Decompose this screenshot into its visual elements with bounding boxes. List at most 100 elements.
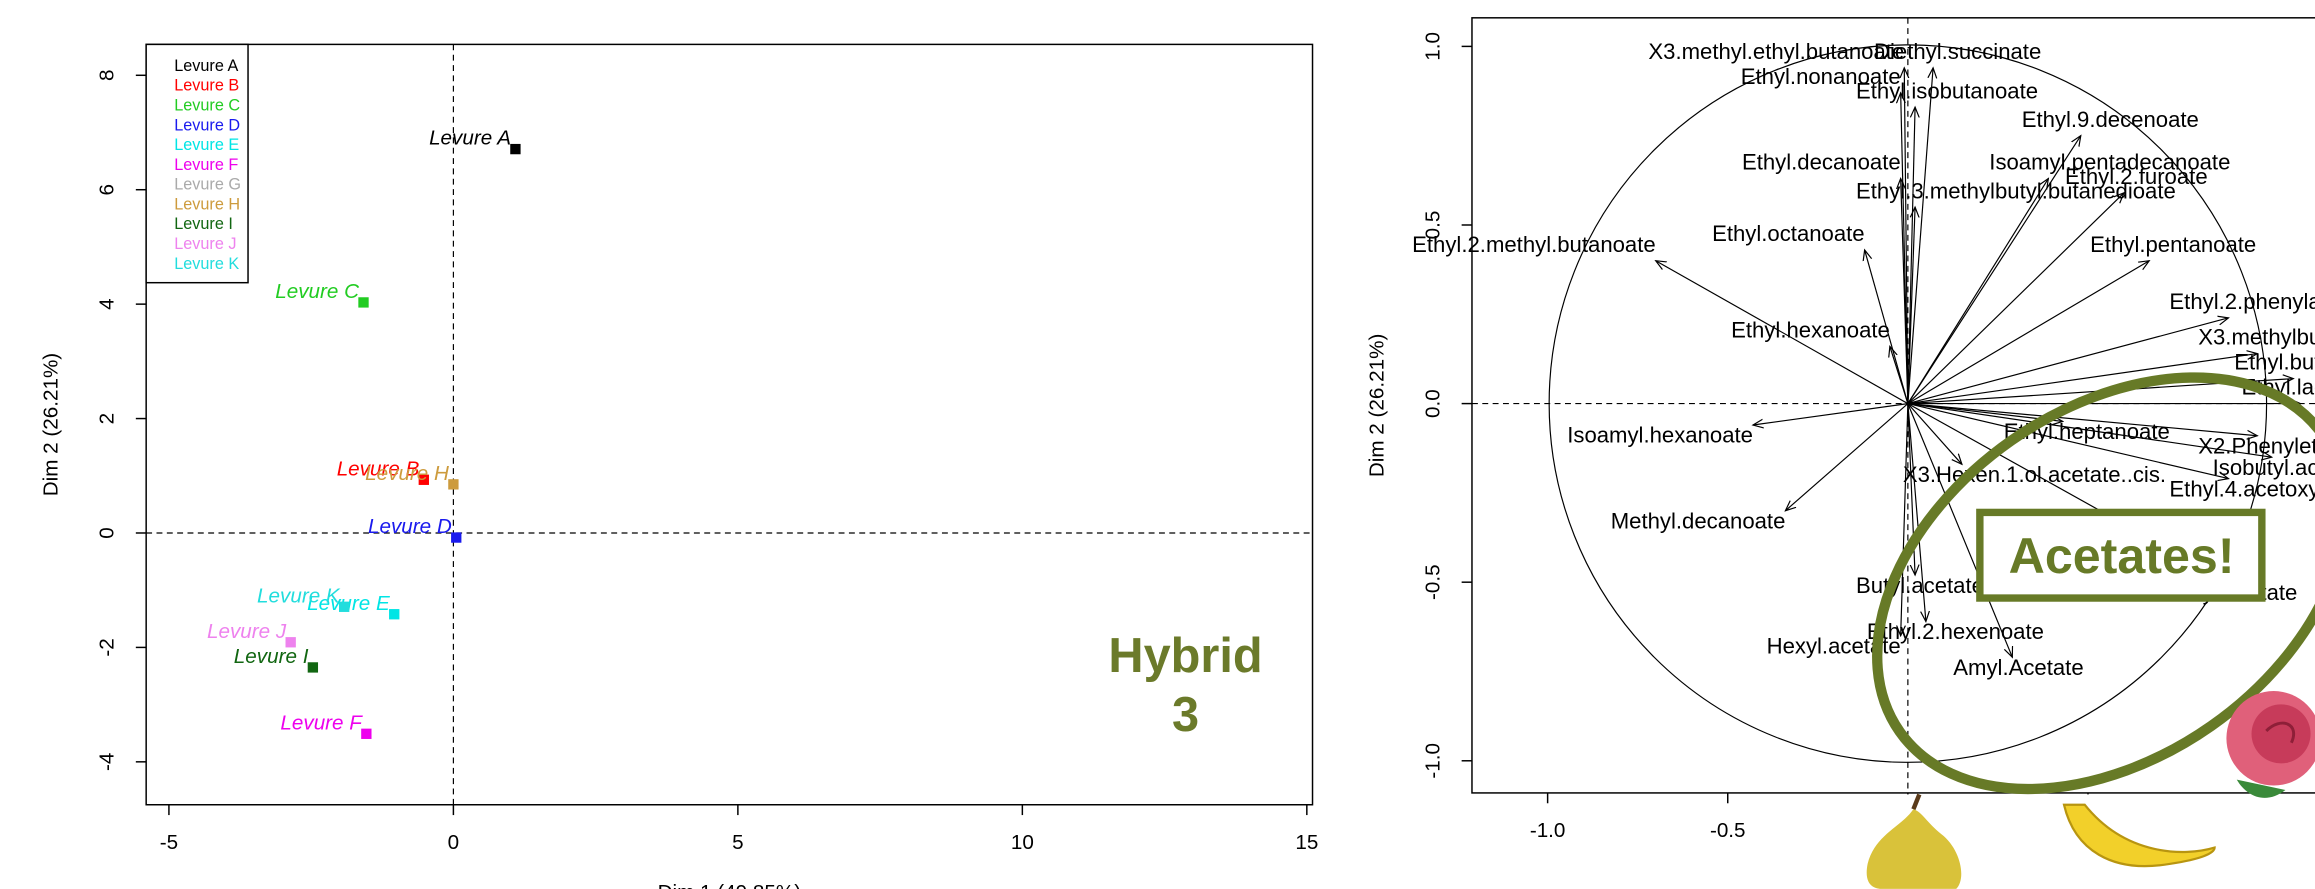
x-tick-label: -1.0 — [1530, 819, 1566, 842]
legend-label: Levure I — [174, 215, 233, 233]
legend-label: Levure J — [174, 235, 236, 253]
y-tick-label: -2 — [96, 638, 119, 656]
variable-arrow — [1907, 354, 2257, 405]
variable-label: Ethyl.octanoate — [1712, 221, 1865, 246]
point-label: Levure K — [257, 584, 341, 607]
variable-label: Ethyl.2.furoate — [2065, 164, 2208, 189]
legend-label: Levure B — [174, 77, 239, 95]
variable-label: Ethyl.pentanoate — [2090, 232, 2256, 257]
pear-image — [1866, 793, 1962, 889]
y-tick-label: 2 — [96, 413, 119, 424]
y-tick-label: 8 — [96, 70, 119, 82]
y-tick-label: -1.0 — [1421, 743, 1444, 779]
legend-label: Levure F — [174, 156, 238, 174]
variable-arrow — [1907, 179, 2048, 404]
legend-label: Levure C — [174, 97, 240, 115]
legend-label: Levure K — [174, 255, 239, 273]
legend-label: Levure G — [174, 176, 241, 194]
point — [448, 479, 459, 490]
point — [338, 601, 350, 612]
variable-arrow — [1656, 261, 1909, 405]
variable-label: Ethyl.nonanoate — [1741, 64, 1901, 89]
variable-arrow — [1901, 403, 1909, 636]
y-tick-label: 0 — [96, 527, 119, 538]
point — [451, 532, 462, 543]
point — [358, 297, 369, 308]
variable-arrow — [1785, 403, 1909, 511]
variable-label: Ethyl.decanoate — [1742, 150, 1901, 175]
variable-arrow — [1907, 318, 2229, 405]
highlight-ellipse — [1872, 372, 2315, 795]
x-tick-label: 5 — [732, 831, 744, 854]
y-axis-label: Dim 2 (26.21%) — [40, 353, 63, 496]
variable-arrow — [1907, 403, 1926, 622]
variable-label: Ethyl.9.decenoate — [2022, 107, 2199, 132]
x-tick-label: -5 — [160, 831, 178, 854]
y-tick-label: 6 — [96, 184, 119, 196]
variable-label: Ethyl.4.acetoxybutanoate — [2169, 476, 2315, 501]
variable-arrow — [1907, 68, 1933, 404]
variable-arrow — [1907, 403, 2229, 479]
point — [418, 474, 429, 485]
x-tick-label: -0.5 — [1710, 819, 1746, 842]
legend-label: Levure H — [174, 195, 240, 213]
variable-label: X3.methylbutyl.butanoate — [2198, 325, 2315, 350]
point-label: Levure I — [234, 645, 309, 668]
point-label: Levure F — [280, 711, 363, 734]
point-label: Levure B — [337, 457, 420, 480]
point-label: Levure C — [275, 280, 360, 303]
variable-arrow — [1907, 403, 2257, 436]
annotation: Hybrid — [1108, 629, 1262, 683]
variable-label: X3.methyl.ethyl.butanoate — [1648, 39, 1904, 64]
variable-label: Ethyl.2.methyl.butanoate — [1412, 232, 1656, 257]
variable-label: Ethyl.hexanoate — [1731, 318, 1890, 343]
banana-image — [2062, 803, 2216, 868]
variable-label: Ethyl.2.phenylacetate — [2169, 289, 2315, 314]
variable-arrow — [1907, 403, 1962, 465]
variable-label: Butyl.acetate — [1856, 573, 1984, 598]
point-label: Levure D — [368, 515, 452, 538]
variable-label: Ethyl.isobutanoate — [1856, 78, 2038, 103]
x-tick-label: 10 — [1011, 831, 1034, 854]
y-tick-label: 0.5 — [1421, 211, 1444, 240]
x-tick-label: 0 — [448, 831, 460, 854]
y-tick-label: 4 — [96, 298, 119, 310]
overlay: Hybrid 3 Acetates! — [1108, 372, 2315, 889]
variable-label: X2.Phenylethyl.butanoate — [2198, 433, 2315, 458]
variable-arrow — [1907, 403, 2012, 658]
variable-arrow — [1907, 261, 2149, 405]
annotation: 3 — [1172, 688, 1199, 742]
variable-arrow — [1904, 68, 1908, 404]
y-axis-label: Dim 2 (26.21%) — [1365, 334, 1388, 477]
point — [361, 728, 372, 739]
legend-label: Levure E — [174, 136, 239, 154]
variable-label: Ethyl.butanoate — [2234, 350, 2315, 375]
legend-label: Levure D — [174, 116, 240, 134]
variable-arrow — [1753, 403, 1908, 425]
x-tick-label: 15 — [1295, 831, 1318, 854]
variable-arrow — [1907, 107, 1915, 404]
point — [510, 143, 521, 155]
variable-arrow — [1901, 179, 1909, 404]
y-tick-label: -0.5 — [1421, 564, 1444, 600]
variable-arrow — [1865, 250, 1909, 404]
variable-label: Amyl.Acetate — [1953, 655, 2083, 680]
variable-label: Methyl.decanoate — [1611, 508, 1786, 533]
annotation: Acetates! — [2009, 528, 2235, 584]
y-tick-label: -4 — [96, 753, 119, 771]
x-axis-label: Dim 1 (49.85%) — [658, 881, 802, 889]
variable-label: Isoamyl.hexanoate — [1567, 423, 1753, 448]
variable-label: Diethyl.succinate — [1874, 39, 2041, 64]
variable-arrow — [1907, 136, 2081, 404]
point — [389, 609, 400, 620]
point — [285, 637, 296, 648]
point — [307, 662, 319, 673]
variable-arrow — [1907, 193, 2124, 405]
variable-arrow — [1907, 207, 1915, 404]
y-tick-label: 1.0 — [1421, 32, 1444, 61]
plots: -5 0 5 10 15 -4 -2 0 2 4 6 8 Dim 2 (26.21%) Dim 1 (49… — [40, 17, 2315, 889]
point-label: Levure A — [429, 127, 511, 150]
